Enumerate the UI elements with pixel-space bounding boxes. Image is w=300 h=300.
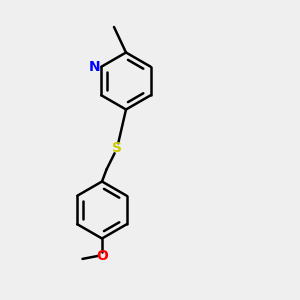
Text: S: S — [112, 142, 122, 155]
Text: O: O — [96, 249, 108, 263]
Text: N: N — [89, 60, 100, 74]
